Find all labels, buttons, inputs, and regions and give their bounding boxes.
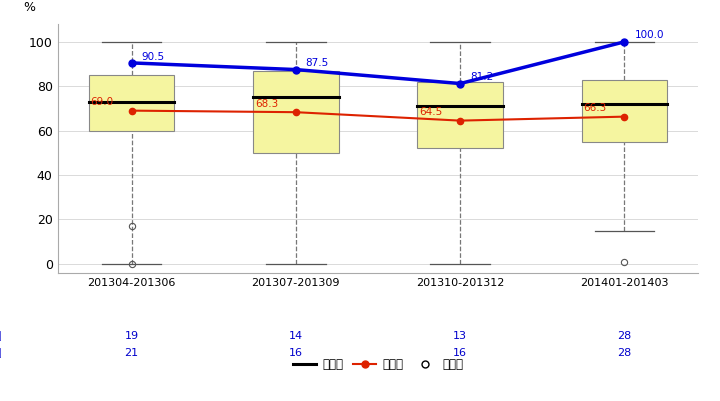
Text: 16: 16: [453, 348, 467, 358]
Text: 16: 16: [289, 348, 303, 358]
Legend: 中央値, 平均値, 外れ値: 中央値, 平均値, 外れ値: [288, 354, 468, 376]
Text: 87.5: 87.5: [306, 58, 329, 68]
Text: 13: 13: [453, 331, 467, 341]
Text: 28: 28: [617, 348, 631, 358]
Bar: [582, 79, 667, 142]
Bar: [253, 71, 338, 153]
Y-axis label: %: %: [23, 1, 35, 14]
Text: 19: 19: [125, 331, 139, 341]
Text: 90.5: 90.5: [141, 52, 165, 62]
Text: 68.3: 68.3: [255, 99, 278, 109]
Text: 66.3: 66.3: [583, 103, 607, 113]
Text: 21: 21: [125, 348, 139, 358]
Text: 分子: 分子: [0, 331, 1, 341]
Text: 69.0: 69.0: [91, 97, 114, 107]
Bar: [89, 75, 174, 131]
Text: 100.0: 100.0: [634, 30, 664, 41]
Bar: [418, 82, 503, 148]
Text: 64.5: 64.5: [419, 107, 442, 117]
Text: 28: 28: [617, 331, 631, 341]
Text: 81.2: 81.2: [470, 72, 493, 82]
Text: 14: 14: [289, 331, 303, 341]
Text: 分母: 分母: [0, 348, 1, 358]
